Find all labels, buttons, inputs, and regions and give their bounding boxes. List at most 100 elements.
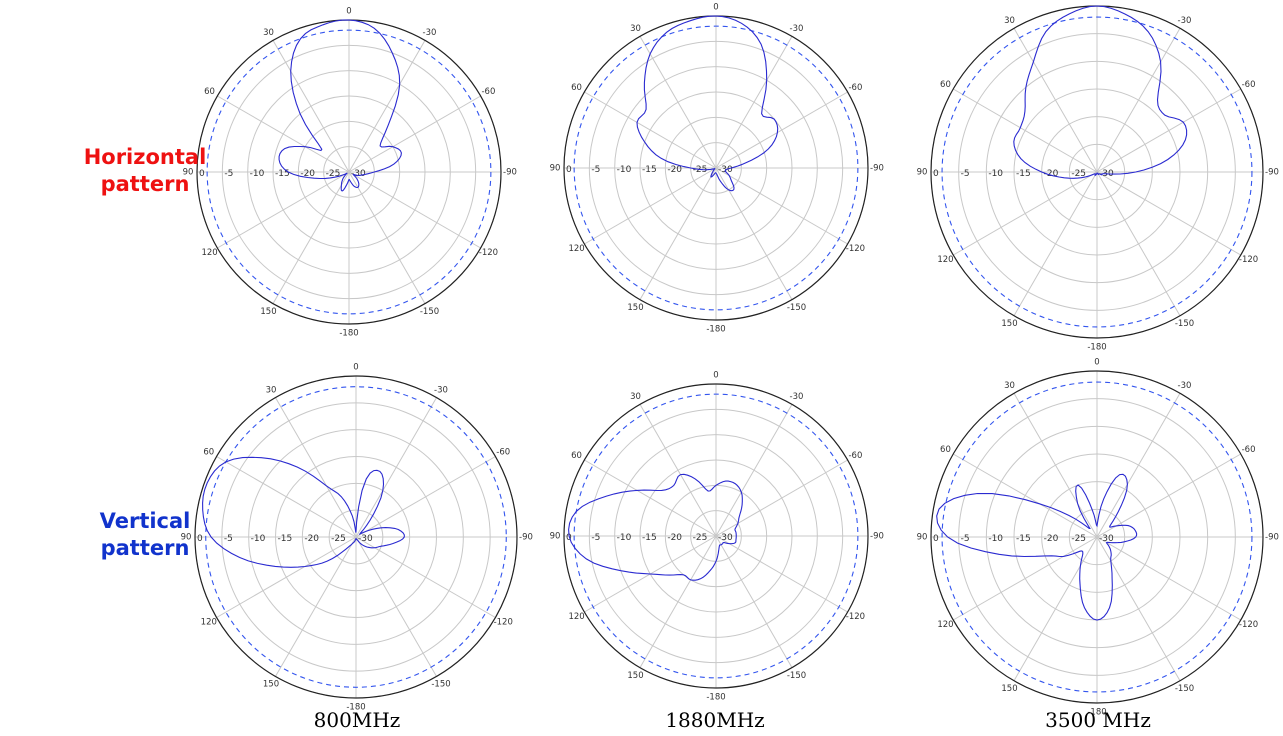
vertical-row-label: Vertical pattern [70,508,220,562]
angle-tick-label: -120 [846,244,865,254]
grid-spoke [1013,27,1098,173]
frequency-label-800: 800MHz [313,708,401,732]
reference-circle [206,29,492,315]
angle-tick-label: -150 [431,680,450,690]
grid-spoke [355,456,496,538]
angle-tick-label: -60 [1242,445,1256,455]
radial-tick-label: -15 [1016,534,1031,544]
grid-spoke [348,171,481,249]
radial-tick-label: 0 [197,534,203,544]
radial-tick-label: -25 [693,533,708,543]
angle-tick-label: -120 [494,618,513,628]
angle-tick-label: 150 [627,671,643,681]
angle-tick-label: -180 [1087,708,1106,718]
grid-spoke [1096,27,1181,173]
radial-tick-label: -25 [693,165,708,175]
grid-spoke [715,167,848,245]
angle-tick-label: 0 [713,3,718,13]
angle-tick-label: 60 [940,80,951,90]
angle-tick-label: -30 [1178,16,1192,26]
polar-chart-horizontal-2: 0 -30 -60 -90 -120 -150 -180 150 120 90 60 30 0 -5 -10… [917,0,1279,353]
radial-tick-label: -5 [961,169,970,179]
grid-spoke [1013,171,1098,317]
grid-spoke [952,453,1098,538]
angle-tick-label: -90 [503,168,517,178]
radial-tick-label: -10 [617,533,632,543]
outer-ring [563,383,869,689]
grid-spoke [584,167,717,245]
radial-tick-label: -10 [988,534,1003,544]
angle-tick-label: 0 [713,371,718,381]
grid-spoke [1096,171,1181,317]
grid-spoke [952,536,1098,621]
radial-tick-label: -5 [224,169,233,179]
radial-tick-label: -20 [300,169,315,179]
grid-spoke [715,36,793,169]
grid-spoke [355,536,496,618]
radial-tick-label: -10 [617,165,632,175]
radial-tick-label: -15 [1016,169,1031,179]
angle-tick-label: -120 [1239,620,1258,630]
angle-tick-label: -150 [1175,684,1194,694]
angle-tick-label: -90 [519,533,533,543]
polar-chart-horizontal-0: 0 -30 -60 -90 -120 -150 -180 150 120 90 60 30 0 -5 -10… [183,7,517,339]
radial-tick-label: -30 [351,169,366,179]
outer-ring [194,375,518,699]
angle-tick-label: -30 [1178,381,1192,391]
angle-tick-label: 150 [627,303,643,313]
radial-tick-label: -5 [961,534,970,544]
grid-spoke [348,40,426,173]
reference-circle [941,381,1253,693]
angle-tick-label: 120 [937,620,953,630]
radial-tick-label: -5 [224,534,233,544]
grid-spoke [355,397,437,538]
horizontal-row-label: Horizontal pattern [70,144,220,198]
angle-tick-label: 30 [1004,16,1015,26]
angle-tick-label: 90 [917,168,928,178]
radial-tick-label: -5 [591,533,600,543]
angle-tick-label: 150 [1001,684,1017,694]
pattern-trace [636,15,779,192]
radial-tick-label: 0 [199,169,205,179]
angle-tick-label: 0 [1094,358,1099,368]
angle-tick-label: 150 [260,307,276,317]
radial-tick-label: -20 [304,534,319,544]
angle-tick-label: 90 [181,533,192,543]
grid-spoke [355,536,437,677]
grid-spoke [348,95,481,173]
angle-tick-label: -180 [339,329,358,339]
grid-spoke [584,459,717,537]
grid-spoke [1096,392,1181,538]
angle-tick-label: -150 [787,671,806,681]
angle-tick-label: 30 [630,392,641,402]
polar-chart-vertical-1: 0 -30 -60 -90 -120 -150 -180 150 120 90 60 30 0 -5 -10… [550,371,884,703]
angle-tick-label: 150 [1001,319,1017,329]
angle-tick-label: 90 [550,532,561,542]
radial-tick-label: -10 [988,169,1003,179]
angle-tick-label: -30 [423,28,437,38]
angle-tick-label: 30 [630,24,641,34]
grid-spoke [272,171,350,304]
grid-spoke [952,88,1098,173]
outer-ring [930,370,1264,704]
grid-spoke [217,95,350,173]
radial-tick-label: -25 [1071,534,1086,544]
polar-chart-horizontal-1: 0 -30 -60 -90 -120 -150 -180 150 120 90 60 30 0 -5 -10… [550,3,884,335]
radial-tick-label: -25 [331,534,346,544]
radial-tick-label: -20 [1044,169,1059,179]
grid-spoke [584,91,717,169]
radial-tick-label: -20 [667,165,682,175]
radial-tick-label: 0 [933,169,939,179]
angle-tick-label: -150 [420,307,439,317]
pattern-trace [278,19,402,192]
grid-spoke [275,536,357,677]
pattern-trace [936,473,1138,621]
grid-spoke [1096,536,1242,621]
angle-tick-label: 60 [571,451,582,461]
radial-tick-label: -5 [591,165,600,175]
grid-spoke [1096,453,1242,538]
grid-spoke [715,535,793,668]
grid-spoke [1013,392,1098,538]
reference-circle [573,393,859,679]
angle-tick-label: -120 [1239,255,1258,265]
